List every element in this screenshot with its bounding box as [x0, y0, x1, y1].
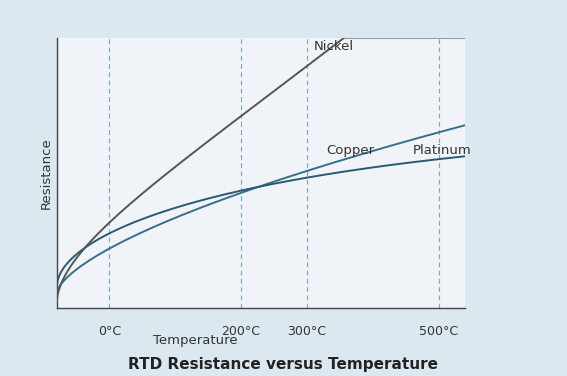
- Text: 200°C: 200°C: [222, 325, 261, 338]
- Text: Temperature: Temperature: [153, 334, 237, 347]
- Text: 500°C: 500°C: [419, 325, 458, 338]
- Text: RTD Resistance versus Temperature: RTD Resistance versus Temperature: [129, 357, 438, 372]
- Text: Platinum: Platinum: [412, 144, 471, 157]
- Y-axis label: Resistance: Resistance: [40, 137, 53, 209]
- Text: Nickel: Nickel: [314, 40, 354, 53]
- Text: 300°C: 300°C: [287, 325, 327, 338]
- Text: 0°C: 0°C: [98, 325, 121, 338]
- Text: Copper: Copper: [327, 144, 375, 157]
